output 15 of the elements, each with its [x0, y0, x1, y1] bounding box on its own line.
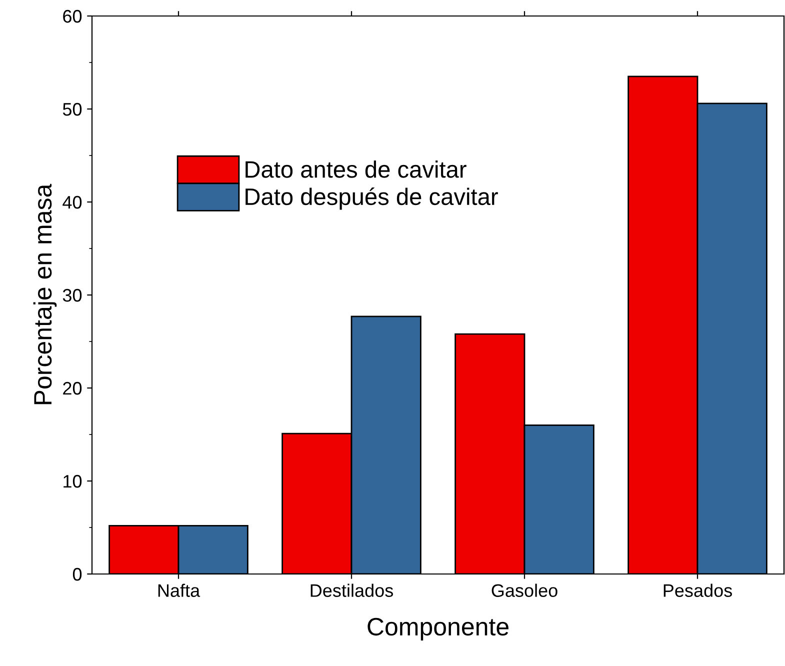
x-tick-label: Pesados [664, 584, 732, 597]
y-tick-label: 0 [72, 568, 82, 581]
y-tick-label: 60 [63, 10, 82, 23]
y-tick-label: 50 [62, 102, 82, 116]
x-axis-title: Componente [368, 618, 508, 641]
x-tick-label: Gasoleo [492, 584, 558, 597]
y-tick-label: 40 [62, 196, 82, 209]
y-tick-label: 20 [63, 382, 82, 395]
y-axis-title: Porcentaje en masa [33, 184, 57, 404]
legend-label: Dato antes de cavitar [246, 160, 466, 178]
legend-label: Dato después de cavitar [246, 188, 498, 210]
y-tick-label: 30 [62, 288, 82, 302]
x-tick-label: Destilados [310, 584, 393, 597]
y-tick-label: 10 [64, 474, 82, 488]
x-tick-label: Nafta [158, 584, 200, 597]
